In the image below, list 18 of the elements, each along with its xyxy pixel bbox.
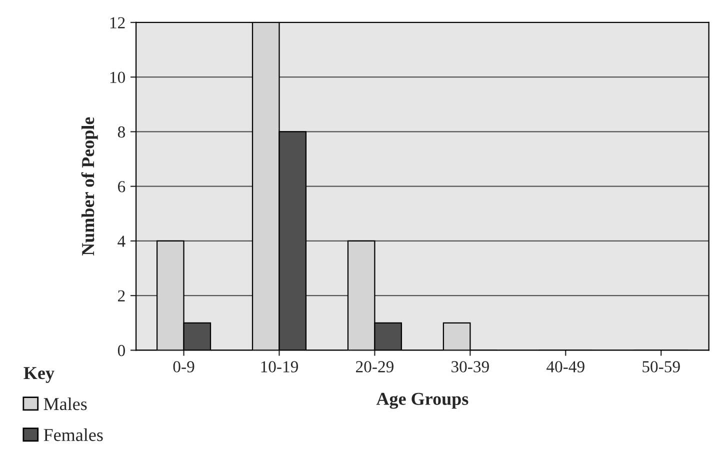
- x-axis-title: Age Groups: [376, 392, 468, 409]
- y-tick-label: 6: [118, 181, 126, 192]
- legend-label: Females: [44, 428, 103, 442]
- y-tick-label: 12: [110, 17, 125, 28]
- x-tick-label: 0-9: [173, 361, 194, 372]
- x-tick-label: 40-49: [546, 361, 584, 372]
- y-tick-label: 4: [118, 236, 126, 247]
- legend-label: Males: [44, 397, 87, 410]
- x-tick-label: 30-39: [452, 361, 489, 372]
- y-tick-label: 0: [118, 344, 125, 356]
- x-tick-label: 50-59: [642, 361, 680, 372]
- y-tick-label: 8: [118, 126, 125, 138]
- y-axis-title: Number of People: [81, 117, 98, 256]
- x-tick-label: 10-19: [261, 361, 298, 372]
- legend-title: Key: [24, 367, 54, 383]
- x-tick-label: 20-29: [356, 361, 394, 372]
- y-tick-label: 10: [110, 72, 125, 84]
- y-tick-label: 2: [118, 290, 125, 302]
